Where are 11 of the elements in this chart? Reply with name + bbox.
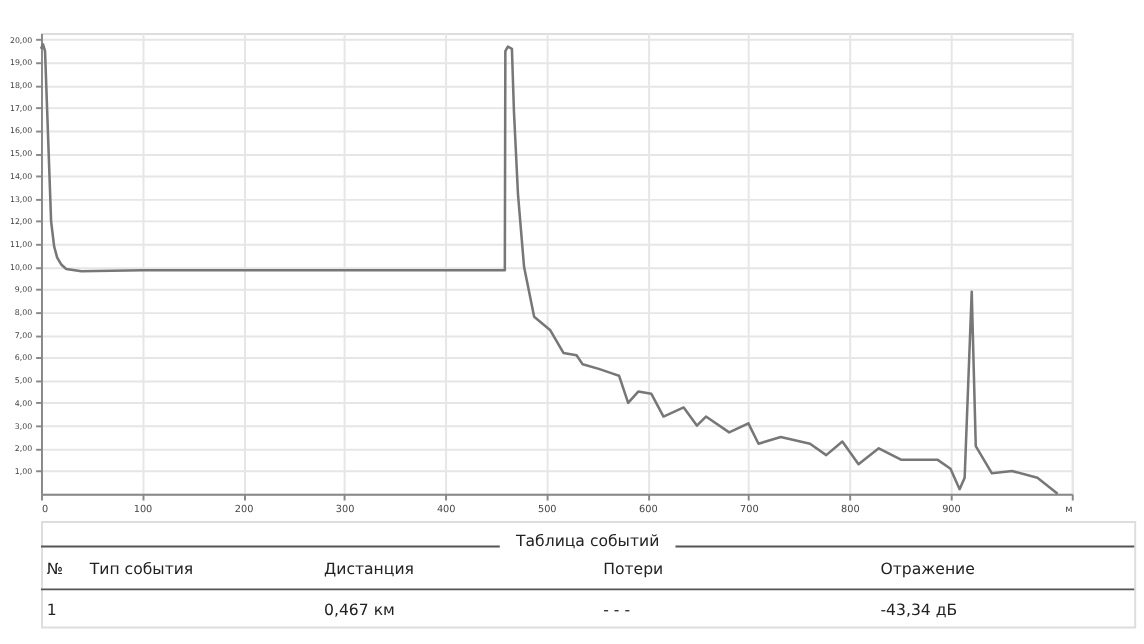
text: № xyxy=(46,559,64,578)
text: Дистанция xyxy=(324,559,415,578)
text: 0,467 км xyxy=(324,600,396,619)
text: 1 xyxy=(46,600,57,619)
text: Потери xyxy=(603,559,664,578)
text: Таблица событий xyxy=(513,532,660,551)
text: Тип события xyxy=(87,559,194,578)
text: - - - xyxy=(603,600,631,619)
line-series xyxy=(39,43,1059,495)
text: -43,34 дБ xyxy=(880,600,958,619)
text: Отражение xyxy=(880,559,976,578)
